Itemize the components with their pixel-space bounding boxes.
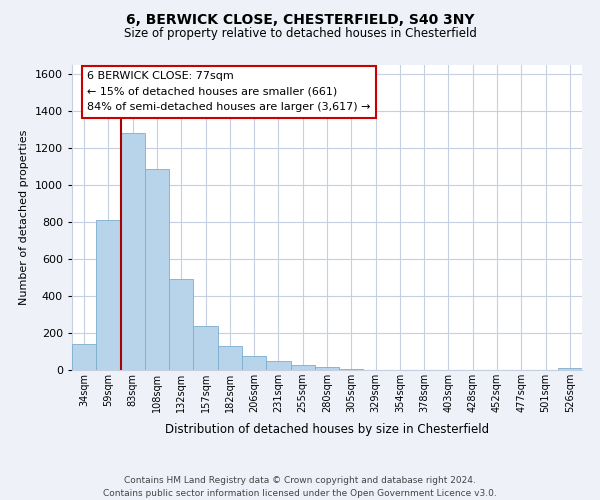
Bar bbox=[193, 326, 218, 370]
Text: Size of property relative to detached houses in Chesterfield: Size of property relative to detached ho… bbox=[124, 28, 476, 40]
Bar bbox=[72, 344, 96, 370]
Text: 6 BERWICK CLOSE: 77sqm
← 15% of detached houses are smaller (661)
84% of semi-de: 6 BERWICK CLOSE: 77sqm ← 15% of detached… bbox=[88, 71, 371, 112]
Text: 6, BERWICK CLOSE, CHESTERFIELD, S40 3NY: 6, BERWICK CLOSE, CHESTERFIELD, S40 3NY bbox=[126, 12, 474, 26]
Text: Contains HM Land Registry data © Crown copyright and database right 2024.
Contai: Contains HM Land Registry data © Crown c… bbox=[103, 476, 497, 498]
Bar bbox=[558, 368, 582, 370]
Bar bbox=[169, 280, 193, 370]
Bar bbox=[315, 366, 339, 370]
Bar bbox=[96, 220, 121, 370]
Bar bbox=[145, 168, 169, 370]
Bar bbox=[290, 365, 315, 370]
Bar bbox=[266, 361, 290, 370]
Bar bbox=[339, 368, 364, 370]
X-axis label: Distribution of detached houses by size in Chesterfield: Distribution of detached houses by size … bbox=[165, 424, 489, 436]
Y-axis label: Number of detached properties: Number of detached properties bbox=[19, 130, 29, 305]
Bar bbox=[121, 134, 145, 370]
Bar bbox=[242, 356, 266, 370]
Bar bbox=[218, 346, 242, 370]
